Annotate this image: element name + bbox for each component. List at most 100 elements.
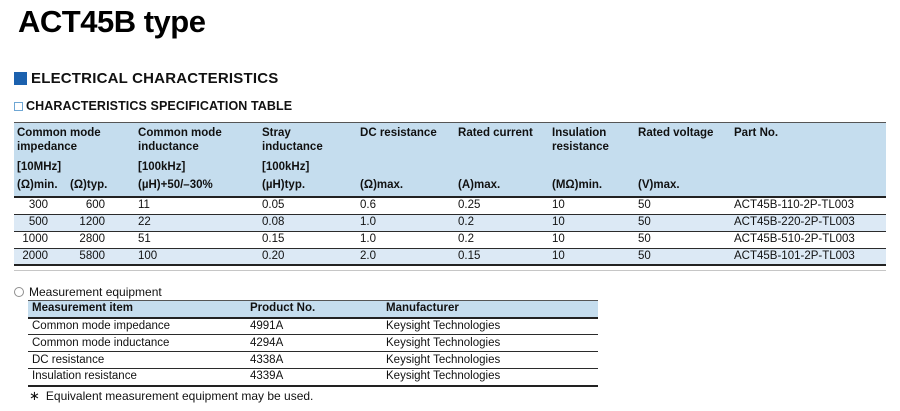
unit-rated-current: (A)max. <box>455 176 550 198</box>
meas-cell-manufacturer: Keysight Technologies <box>382 351 598 369</box>
unit-inductance: (µH)+50/–30% <box>135 176 260 198</box>
header-line: Rated current <box>458 127 533 139</box>
spec-cell: 50 <box>635 213 732 231</box>
spec-cell: 0.05 <box>262 199 285 212</box>
unit-insulation: (MΩ)min. <box>549 176 636 198</box>
spec-cell-part-no: ACT45B-510-2P-TL003 <box>731 230 887 248</box>
spec-cell: 10 <box>549 230 636 248</box>
circle-bullet-icon <box>14 287 24 297</box>
measurement-table-row: DC resistance 4338A Keysight Technologie… <box>28 351 598 369</box>
col-header-part-no: Part No. <box>731 122 887 154</box>
spec-cell: 22 <box>135 213 260 231</box>
spec-table-row: 500 1200 22 0.08 1.0 0.2 10 50 ACT45B-22… <box>14 213 887 231</box>
spec-cell: 500 <box>14 213 67 231</box>
meas-cell-item: Common mode impedance <box>32 319 171 332</box>
section-heading-spec-table-label: CHARACTERISTICS SPECIFICATION TABLE <box>26 99 293 113</box>
spec-cell: 300 <box>28 199 48 212</box>
col-header-rated-current: Rated current <box>455 122 550 154</box>
meas-cell-manufacturer: Keysight Technologies <box>382 334 598 352</box>
divider-rule <box>14 270 886 271</box>
header-line: Common mode <box>17 127 101 139</box>
section-heading-spec-table: CHARACTERISTICS SPECIFICATION TABLE <box>14 99 292 113</box>
col-header-common-mode-inductance: Common mode inductance <box>135 122 260 154</box>
spec-header-names-row: Common mode impedance Common mode induct… <box>14 122 887 154</box>
measurement-table-row: Common mode impedance 4991A Keysight Tec… <box>28 318 598 335</box>
unit-impedance-typ: (Ω)typ. <box>67 176 136 198</box>
spec-cell-part-no: ACT45B-101-2P-TL003 <box>731 247 887 265</box>
freq-empty <box>455 154 550 176</box>
col-header-insulation-resistance: Insulation resistance <box>549 122 636 154</box>
spec-cell: 11 <box>138 199 150 212</box>
header-line: resistance <box>552 140 609 153</box>
footnote-text: Equivalent measurement equipment may be … <box>45 389 314 403</box>
col-header-common-mode-impedance: Common mode impedance <box>14 122 136 154</box>
spec-cell: 10 <box>549 247 636 265</box>
unit-dc-resistance: (Ω)max. <box>357 176 456 198</box>
unit-stray: (µH)typ. <box>259 176 358 198</box>
spec-cell: 10 <box>549 213 636 231</box>
spec-header-frequency-row: [10MHz] [100kHz] [100kHz] <box>14 154 887 176</box>
header-line: Insulation <box>552 127 607 139</box>
header-line: Stray <box>262 127 291 139</box>
meas-cell-product-no: 4339A <box>246 368 382 386</box>
unit-empty <box>731 176 887 198</box>
measurement-table-row: Insulation resistance 4339A Keysight Tec… <box>28 368 598 386</box>
spec-cell: 0.6 <box>360 199 377 212</box>
filled-square-icon <box>14 72 27 85</box>
header-line: Rated voltage <box>638 127 714 139</box>
unit-impedance-min: (Ω)min. <box>14 176 67 198</box>
freq-empty <box>635 154 732 176</box>
spec-cell: 600 <box>85 199 106 212</box>
freq-empty <box>549 154 636 176</box>
page-title: ACT45B type <box>18 4 206 39</box>
freq-impedance: [10MHz] <box>14 154 136 176</box>
spec-table-container: Common mode impedance Common mode induct… <box>14 122 887 266</box>
header-line: DC resistance <box>360 127 437 139</box>
spec-header-units-row: (Ω)min. (Ω)typ. (µH)+50/–30% (µH)typ. (Ω… <box>14 176 887 198</box>
spec-cell: 1.0 <box>357 230 456 248</box>
meas-col-header-product-no: Product No. <box>246 300 382 319</box>
section-heading-electrical: ELECTRICAL CHARACTERISTICS <box>14 70 278 87</box>
freq-inductance: [100kHz] <box>135 154 260 176</box>
meas-cell-product-no: 4294A <box>246 334 382 352</box>
spec-cell: 0.20 <box>259 247 358 265</box>
spec-cell: 5800 <box>67 247 136 265</box>
meas-col-header-item: Measurement item <box>28 300 246 319</box>
spec-cell: 0.2 <box>455 213 550 231</box>
freq-stray: [100kHz] <box>259 154 358 176</box>
header-line: inductance <box>138 140 199 153</box>
measurement-table-container: Measurement item Product No. Manufacture… <box>28 300 598 387</box>
spec-cell: 10 <box>552 199 565 212</box>
spec-cell: 2000 <box>14 247 67 265</box>
header-line: Common mode <box>138 127 222 139</box>
unit-rated-voltage: (V)max. <box>635 176 732 198</box>
spec-cell: 2800 <box>67 230 136 248</box>
spec-table-row: 300 600 11 0.05 0.6 0.25 10 50 ACT45B-11… <box>14 197 886 214</box>
col-header-dc-resistance: DC resistance <box>357 122 456 154</box>
spec-cell: 1000 <box>14 230 67 248</box>
section-heading-electrical-label: ELECTRICAL CHARACTERISTICS <box>31 70 279 87</box>
header-line: impedance <box>17 140 78 153</box>
meas-cell-manufacturer: Keysight Technologies <box>386 319 501 332</box>
spec-cell-part-no: ACT45B-220-2P-TL003 <box>731 213 887 231</box>
outline-square-icon <box>14 101 23 111</box>
meas-cell-item: Insulation resistance <box>28 368 246 386</box>
header-line: Part No. <box>734 127 779 139</box>
spec-cell: 100 <box>135 247 260 265</box>
meas-col-header-manufacturer: Manufacturer <box>382 300 598 319</box>
spec-cell: 0.15 <box>259 230 358 248</box>
spec-cell: 0.08 <box>259 213 358 231</box>
spec-cell: 1200 <box>67 213 136 231</box>
footnote: ∗ Equivalent measurement equipment may b… <box>29 389 313 403</box>
spec-cell: 50 <box>635 247 732 265</box>
meas-cell-item: DC resistance <box>28 351 246 369</box>
meas-cell-item: Common mode inductance <box>28 334 246 352</box>
meas-cell-product-no: 4991A <box>250 319 284 332</box>
header-line: inductance <box>262 140 323 153</box>
spec-cell: 0.25 <box>458 199 481 212</box>
spec-table-row: 1000 2800 51 0.15 1.0 0.2 10 50 ACT45B-5… <box>14 230 887 248</box>
measurement-equipment-label: Measurement equipment <box>29 285 162 299</box>
asterisk-icon: ∗ <box>29 388 40 403</box>
spec-cell: 2.0 <box>357 247 456 265</box>
